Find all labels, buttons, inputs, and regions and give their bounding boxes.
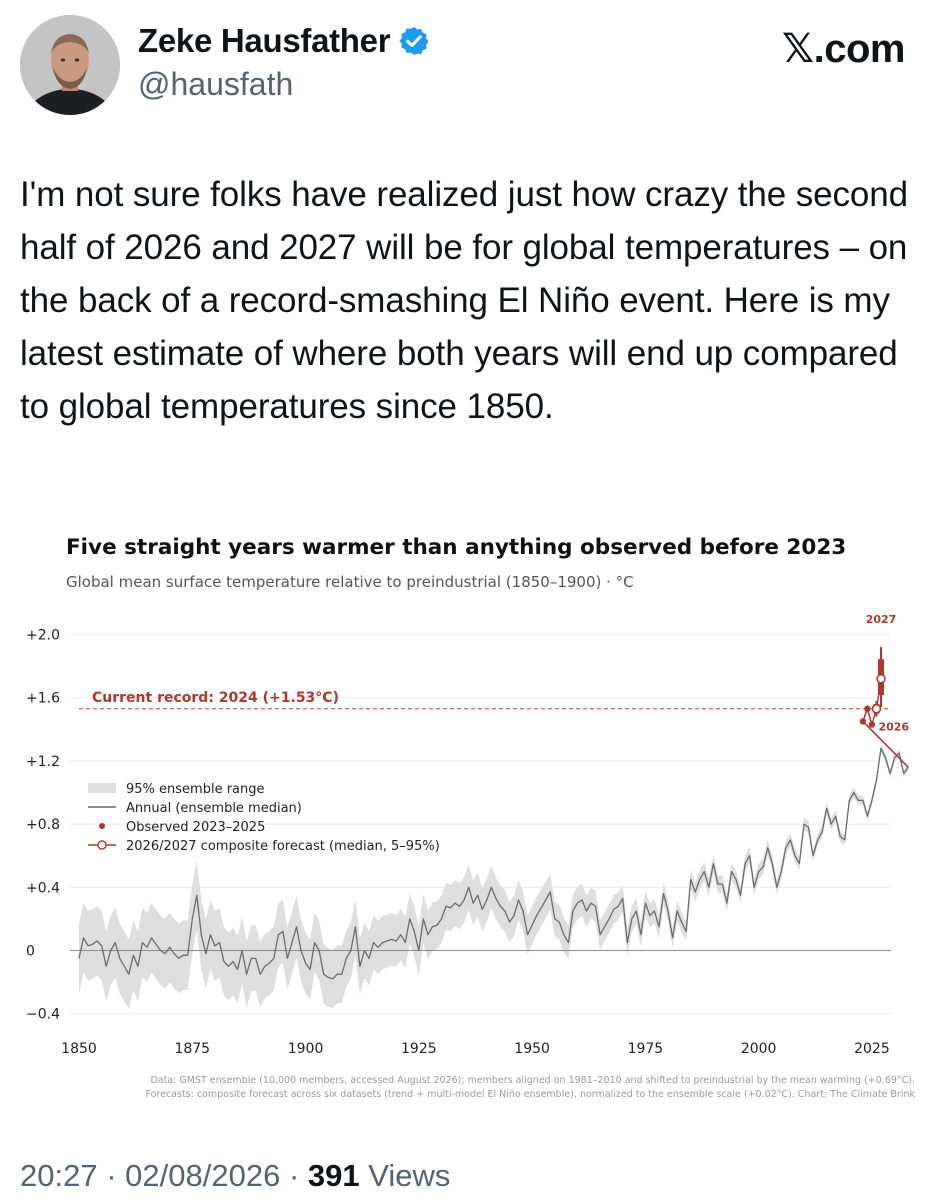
observed-point	[864, 705, 871, 712]
chart-footnote-line-1: Data: GMST ensemble (10,000 members, acc…	[150, 1075, 915, 1086]
x-tick-label: 1900	[288, 1041, 324, 1057]
y-tick-label: +0.8	[26, 817, 60, 833]
legend-swatch-band	[88, 783, 116, 793]
annual-median-line	[78, 747, 909, 980]
legend-swatch-forecast-marker	[97, 840, 107, 850]
tweet-date[interactable]: 02/08/2026	[125, 1158, 281, 1193]
legend-label-band: 95% ensemble range	[126, 782, 265, 797]
footer-separator: ·	[106, 1158, 117, 1193]
tweet-time[interactable]: 20:27	[20, 1158, 98, 1193]
tweet-footer: 20:27 · 02/08/2026 · 391 Views	[20, 1158, 450, 1194]
legend-label-forecast: 2026/2027 composite forecast (median, 5–…	[126, 839, 440, 854]
temperature-chart: Current record: 2024 (+1.53°C) 20262027 …	[26, 613, 915, 1100]
avatar-image	[20, 15, 120, 115]
y-tick-label: +2.0	[26, 628, 60, 644]
avatar[interactable]	[20, 15, 120, 115]
author-handle[interactable]: @hausfath	[138, 66, 294, 102]
views-label: Views	[368, 1158, 451, 1193]
y-tick-label: +1.2	[26, 754, 60, 770]
annual-median-layer	[78, 747, 909, 980]
footer-separator-2: ·	[288, 1158, 300, 1193]
chart-footnote-line-2: Forecasts: composite forecast across six…	[145, 1089, 915, 1100]
y-tick-label: 0	[26, 944, 35, 960]
legend: 95% ensemble range Annual (ensemble medi…	[88, 782, 440, 854]
axis-labels-layer: +2.0 +1.6 +1.2 +0.8 +0.4 0 −0.4 1850 1875 1900 192…	[26, 628, 890, 1058]
views-count[interactable]: 391	[307, 1158, 360, 1193]
ensemble-band-layer	[79, 743, 909, 1009]
legend-swatch-observed	[99, 823, 105, 829]
x-tick-label: 1950	[514, 1041, 550, 1057]
forecast-median-marker	[871, 704, 882, 714]
x-tick-label: 2025	[854, 1041, 890, 1057]
observed-point	[859, 718, 867, 725]
observed-line	[861, 706, 909, 768]
y-tick-label: +1.6	[26, 691, 60, 707]
ensemble-band	[79, 743, 909, 1009]
legend-label-line: Annual (ensemble median)	[126, 801, 302, 816]
x-tick-label: 1850	[61, 1041, 97, 1057]
x-tick-label: 2000	[741, 1041, 777, 1057]
chart-title: Five straight years warmer than anything…	[66, 535, 847, 560]
record-line-label: Current record: 2024 (+1.53°C)	[92, 690, 339, 706]
chart-subtitle: Global mean surface temperature relative…	[66, 573, 634, 591]
forecast-layer: 2026 2027	[866, 613, 910, 734]
forecast-year-label: 2026	[878, 721, 909, 734]
tweet-text: I'm not sure folks have realized just ho…	[20, 175, 908, 426]
x-logo-watermark: 𝕏.com	[781, 27, 906, 71]
record-line-layer: Current record: 2024 (+1.53°C)	[79, 690, 891, 710]
legend-label-observed: Observed 2023–2025	[126, 820, 265, 835]
y-tick-label: −0.4	[26, 1007, 60, 1023]
forecast-year-label: 2027	[866, 613, 897, 626]
forecast-median-marker	[876, 673, 886, 684]
x-tick-label: 1875	[174, 1041, 210, 1057]
x-tick-label: 1975	[628, 1041, 664, 1057]
author-row: Zeke Hausfather	[138, 22, 430, 60]
author-name[interactable]: Zeke Hausfather	[138, 22, 391, 59]
verified-badge-icon	[399, 27, 429, 55]
x-tick-label: 1925	[401, 1041, 437, 1057]
y-tick-label: +0.4	[26, 880, 60, 896]
